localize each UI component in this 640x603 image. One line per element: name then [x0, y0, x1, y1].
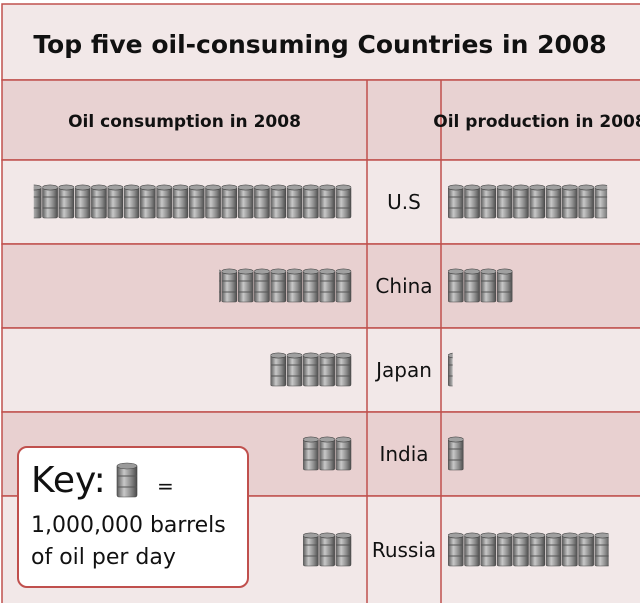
production-barrel [464, 184, 480, 219]
consumption-barrel [237, 184, 254, 219]
consumption-barrel [172, 184, 189, 219]
consumption-barrel [303, 532, 319, 567]
column-header-2: Oil production in 2008 [433, 112, 640, 132]
barrel-icon [116, 462, 138, 498]
production-barrel [513, 184, 529, 219]
consumption-barrel [140, 184, 156, 219]
consumption-barrel [221, 268, 238, 303]
production-barrel [448, 268, 464, 303]
consumption-barrel [286, 268, 303, 303]
consumption-barrel [156, 184, 172, 219]
consumption-barrel [91, 184, 107, 219]
legend-key: Key: = 1,000,000 barrels of oil per day [17, 446, 249, 588]
production-barrel [545, 184, 562, 219]
consumption-barrel [335, 184, 352, 219]
consumption-barrel [303, 268, 319, 303]
production-barrel-partial [594, 532, 609, 567]
consumption-barrel [319, 184, 335, 219]
title-band [1, 3, 640, 81]
production-barrel [562, 184, 578, 219]
consumption-barrel-partial [219, 269, 221, 303]
consumption-barrel [221, 184, 238, 219]
production-barrel [448, 184, 464, 219]
consumption-barrel [205, 184, 221, 219]
consumption-barrel [335, 436, 352, 471]
consumption-barrel-partial [33, 184, 42, 219]
production-barrel [448, 532, 464, 567]
production-barrel [529, 184, 545, 219]
production-barrel [480, 184, 497, 219]
consumption-barrel [319, 532, 335, 567]
consumption-barrel [335, 532, 352, 567]
header-band [1, 79, 640, 161]
production-barrel-partial [594, 184, 608, 219]
consumption-barrel [74, 184, 91, 219]
consumption-barrel [254, 184, 270, 219]
legend-key-title: Key: [31, 460, 106, 501]
production-barrel [496, 184, 513, 219]
row-label: U.S [387, 190, 421, 214]
production-barrel [480, 268, 497, 303]
production-barrel [562, 532, 578, 567]
production-barrel [545, 532, 562, 567]
production-barrel [578, 532, 594, 567]
consumption-barrel [303, 352, 319, 387]
consumption-barrel [286, 352, 303, 387]
row-label: India [379, 442, 428, 466]
chart-title: Top five oil-consuming Countries in 2008 [33, 30, 606, 59]
production-barrel [448, 436, 464, 471]
consumption-barrel [286, 184, 303, 219]
consumption-barrel [42, 184, 58, 219]
consumption-barrel [335, 352, 352, 387]
production-barrel [480, 532, 497, 567]
production-barrel [496, 532, 513, 567]
consumption-barrel [237, 268, 254, 303]
consumption-barrel [270, 268, 286, 303]
consumption-barrel [270, 184, 286, 219]
production-barrel [496, 268, 513, 303]
row-label: Russia [372, 538, 436, 562]
consumption-barrel [123, 184, 140, 219]
consumption-barrel [58, 184, 75, 219]
row-label: Japan [374, 358, 432, 382]
production-barrel [513, 532, 529, 567]
production-barrel [578, 184, 594, 219]
production-barrel [464, 532, 480, 567]
consumption-barrel [254, 268, 270, 303]
consumption-barrel [107, 184, 123, 219]
consumption-barrel [303, 184, 319, 219]
production-barrel [464, 268, 480, 303]
consumption-barrel [319, 436, 335, 471]
production-barrel [529, 532, 545, 567]
row-label: China [375, 274, 432, 298]
consumption-barrel [335, 268, 352, 303]
consumption-barrel [270, 352, 286, 387]
legend-key-text: 1,000,000 barrels of oil per day [31, 513, 226, 570]
consumption-barrel [189, 184, 205, 219]
consumption-barrel [319, 352, 335, 387]
column-header-0: Oil consumption in 2008 [68, 112, 301, 132]
consumption-barrel [319, 268, 335, 303]
production-barrel-partial [448, 352, 453, 387]
consumption-barrel [303, 436, 319, 471]
legend-key-equals: = [157, 474, 174, 498]
